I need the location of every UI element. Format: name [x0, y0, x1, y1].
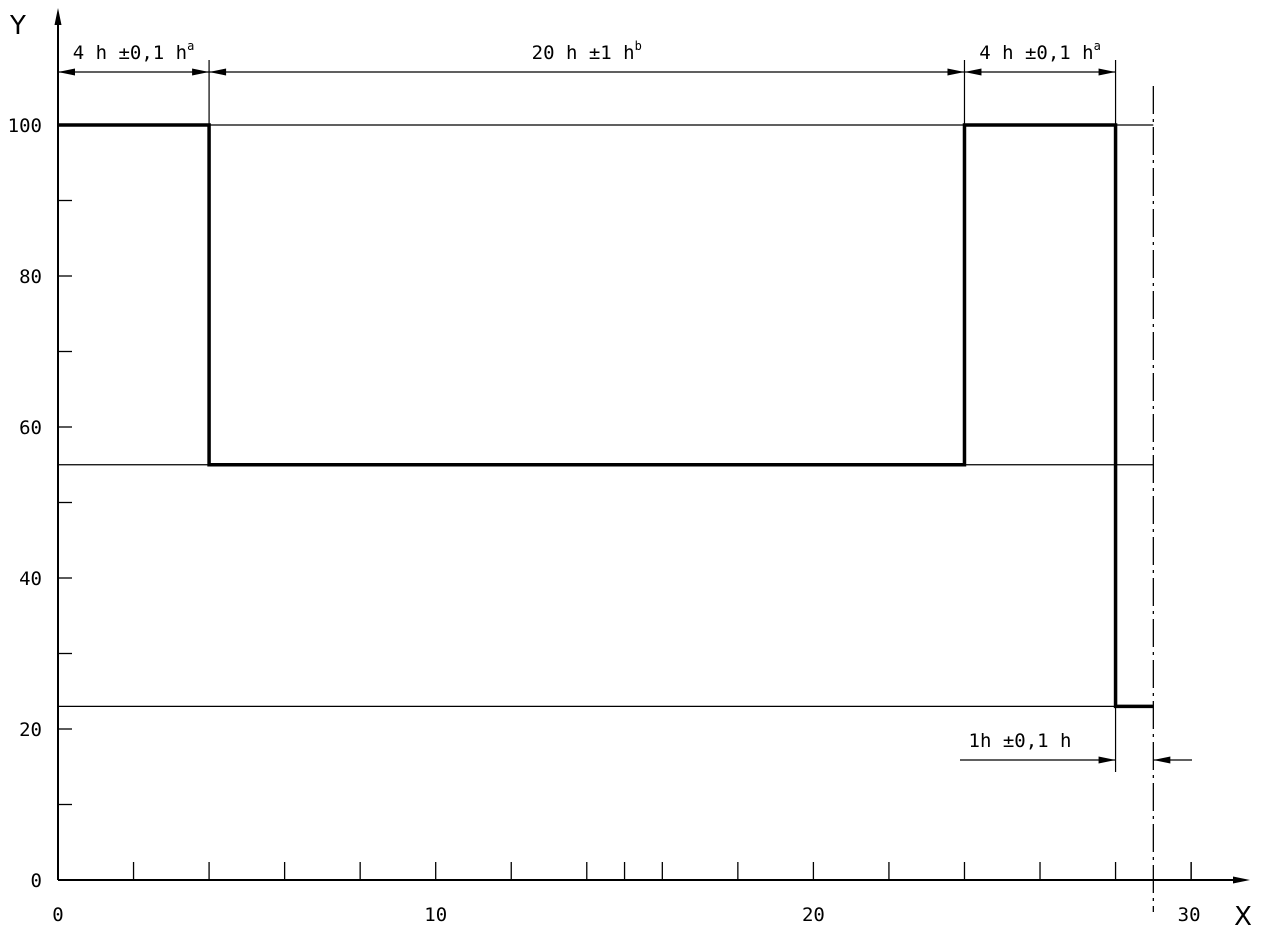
- y-tick-label-0: 0: [31, 870, 42, 892]
- y-tick-label-100: 100: [8, 115, 42, 137]
- dimension-arrow-start: [209, 68, 227, 76]
- tick-labels: 0 10 20 30 0 20 40 60 80 100: [8, 115, 1201, 926]
- profile-line: [58, 123, 1154, 709]
- dimension-superscript: b: [635, 39, 642, 53]
- x-tick-label-10: 10: [424, 904, 447, 926]
- reference-lines: [58, 124, 1154, 707]
- profile-series: [58, 123, 1154, 709]
- x-tick-label-20: 20: [802, 904, 825, 926]
- x-axis-label: X: [1234, 902, 1252, 929]
- dimension-1: 20 h ±1 hb: [209, 39, 965, 76]
- x-axis-arrow: [1233, 876, 1250, 884]
- dimension-superscript: a: [1094, 39, 1101, 53]
- dimension-arrow-end: [947, 68, 965, 76]
- y-tick-label-60: 60: [19, 417, 42, 439]
- x-tick-label-0: 0: [52, 904, 63, 926]
- dimension-arrow-end: [1153, 756, 1171, 764]
- dimension-3: 1h ±0,1 h: [960, 730, 1192, 764]
- y-tick-label-40: 40: [19, 568, 42, 590]
- dimension-label: 1h ±0,1 h: [969, 730, 1072, 752]
- dimension-label: 4 h ±0,1 ha: [979, 39, 1101, 64]
- dimension-label: 4 h ±0,1 ha: [73, 39, 195, 64]
- y-tick-label-20: 20: [19, 719, 42, 741]
- axes: [54, 8, 1250, 884]
- dimension-0: 4 h ±0,1 ha: [58, 39, 210, 76]
- dimension-arrow-start: [1098, 756, 1116, 764]
- dimension-arrow-start: [58, 68, 75, 76]
- x-tick-label-30: 30: [1178, 904, 1201, 926]
- y-tick-label-80: 80: [19, 266, 42, 288]
- y-axis-label: Y: [9, 11, 26, 41]
- dimension-superscript: a: [187, 39, 194, 53]
- dimension-arrow-start: [964, 68, 982, 76]
- dimension-arrow-end: [192, 68, 210, 76]
- dimension-arrow-end: [1098, 68, 1116, 76]
- dimension-annotations: 4 h ±0,1 ha 20 h ±1 hb 4 h ±0,1 ha 1h ±0,1 …: [57, 39, 1192, 772]
- dimension-label: 20 h ±1 hb: [532, 39, 642, 64]
- y-axis-arrow: [54, 8, 62, 25]
- dimension-2: 4 h ±0,1 ha: [964, 39, 1116, 76]
- ticks: [58, 124, 1192, 880]
